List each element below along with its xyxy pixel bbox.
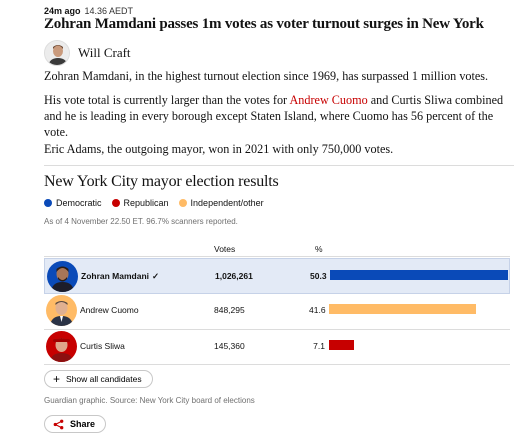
legend-dot (111, 199, 120, 207)
legend-item-democratic: Democratic (44, 198, 102, 208)
post-headline: Zohran Mamdani passes 1m votes as voter … (44, 16, 484, 32)
author-name[interactable]: Will Craft (78, 45, 131, 60)
votes-column-header: Votes (214, 244, 236, 254)
candidate-name: Zohran Mamdani ✓ (81, 271, 160, 281)
time-ago: 24m ago (44, 6, 81, 16)
show-all-candidates-button[interactable]: + Show all candidates (44, 370, 153, 388)
results-title: New York City mayor election results (44, 173, 279, 190)
row-divider (44, 256, 510, 257)
candidate-name: Andrew Cuomo (80, 305, 139, 315)
percent-column-header: % (315, 244, 323, 254)
legend-item-republican: Republican (111, 198, 169, 208)
body-paragraph-1: Zohran Mamdani, in the highest turnout e… (44, 69, 489, 83)
legend-label: Republican (123, 198, 169, 208)
share-button[interactable]: Share (44, 415, 107, 433)
graphic-source: Guardian graphic. Source: New York City … (44, 396, 255, 405)
row-divider (44, 329, 510, 330)
show-all-label: Show all candidates (66, 374, 142, 384)
body-paragraph-3: Eric Adams, the outgoing mayor, won in 2… (44, 142, 394, 156)
candidate-votes: 848,295 (214, 305, 245, 315)
share-label: Share (70, 419, 96, 429)
legend-item-independent: Independent/other (178, 198, 264, 208)
candidate-percent: 7.1 (313, 341, 325, 351)
winner-check-icon: ✓ (152, 271, 160, 281)
row-divider (44, 364, 510, 365)
time-stamp: 14.36 AEDT (84, 6, 134, 16)
legend-label: Independent/other (190, 198, 264, 208)
divider (44, 165, 514, 166)
candidate-row-cuomo: Andrew Cuomo 848,295 41.6 (44, 293, 510, 329)
paragraph-text: His vote total is currently larger than … (44, 93, 290, 107)
vote-share-bar (330, 270, 508, 280)
timestamp: 24m ago 14.36 AEDT (44, 6, 133, 16)
candidate-avatar (46, 331, 77, 362)
candidate-name: Curtis Sliwa (80, 341, 125, 351)
andrew-cuomo-link[interactable]: Andrew Cuomo (289, 93, 368, 107)
candidate-avatar (46, 295, 77, 326)
legend-dot (44, 199, 52, 207)
candidate-votes: 1,026,261 (215, 271, 253, 281)
legend-dot (178, 199, 187, 207)
body-paragraph-2: His vote total is currently larger than … (44, 92, 514, 140)
byline[interactable]: Will Craft (44, 40, 131, 66)
candidate-avatar (47, 261, 78, 292)
vote-share-bar (329, 304, 477, 314)
candidate-votes: 145,360 (214, 341, 245, 351)
candidate-percent: 41.6 (309, 305, 326, 315)
plus-icon: + (53, 372, 61, 386)
candidate-row-sliwa: Curtis Sliwa 145,360 7.1 (44, 329, 510, 365)
candidate-row-mamdani: Zohran Mamdani ✓ 1,026,261 50.3 (44, 258, 510, 294)
legend-label: Democratic (56, 198, 102, 208)
author-avatar (44, 40, 70, 66)
share-icon (53, 419, 64, 429)
paragraph-text: and Curtis Sliwa combined and he is lead… (44, 93, 504, 139)
reporting-status: As of 4 November 22.50 ET. 96.7% scanner… (44, 217, 238, 226)
party-legend: Democratic Republican Independent/other (44, 198, 274, 208)
candidate-percent: 50.3 (310, 271, 327, 281)
vote-share-bar (329, 340, 355, 350)
